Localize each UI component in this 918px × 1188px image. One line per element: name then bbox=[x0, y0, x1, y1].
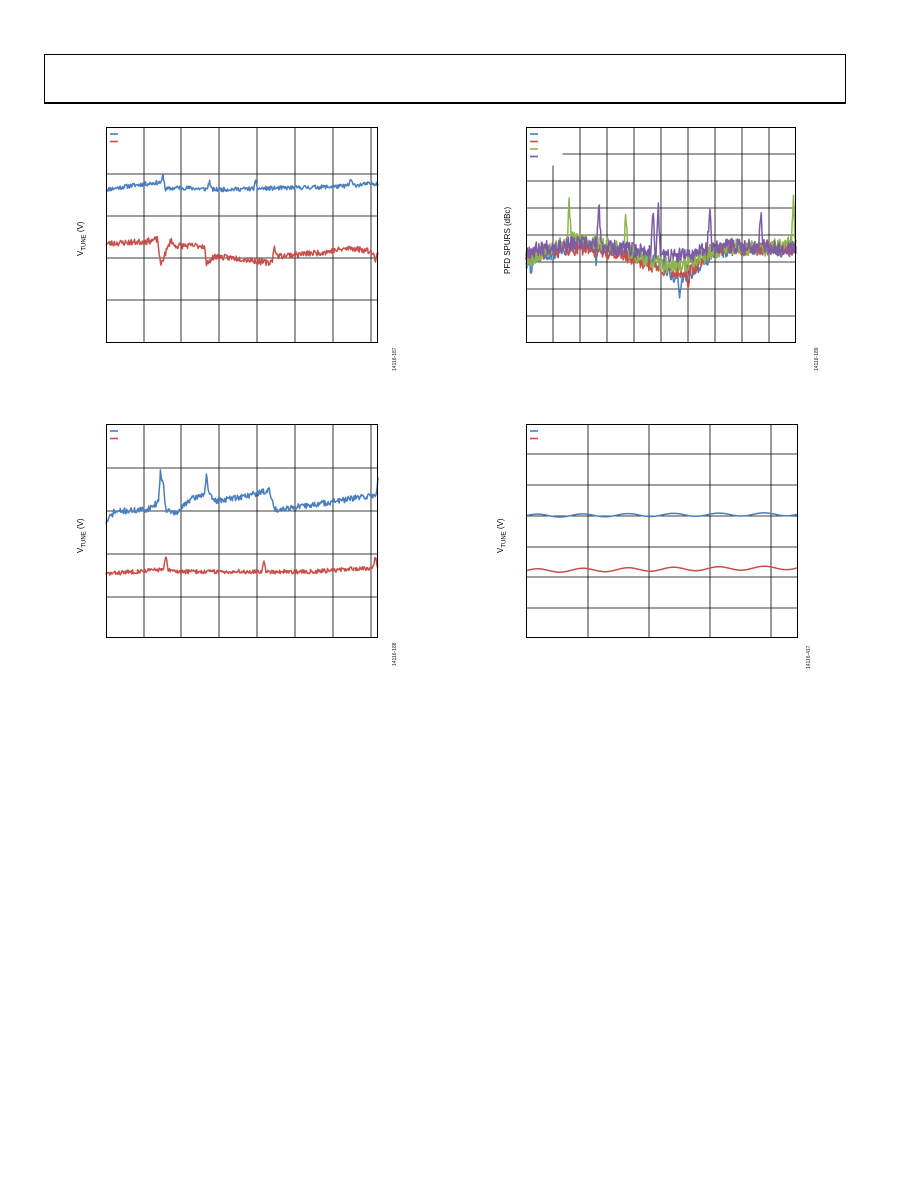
plot-frame bbox=[526, 127, 796, 343]
series-line-red bbox=[105, 556, 379, 576]
legend-box bbox=[106, 127, 143, 151]
pfd-spurs-chart bbox=[525, 127, 797, 343]
vtune-chart-1 bbox=[105, 127, 379, 343]
vtune-chart-1-ylabel: VTUNE (V) bbox=[76, 221, 88, 256]
pfd-spurs-chart-plot bbox=[525, 127, 797, 343]
vtune-chart-2-figure-id: 14116-188 bbox=[392, 642, 398, 666]
legend-box bbox=[526, 424, 563, 448]
plot-frame bbox=[526, 424, 798, 638]
series-line-blue bbox=[525, 512, 799, 518]
vtune-chart-2-plot bbox=[105, 424, 379, 638]
vtune-chart-1-figure-id: 14116-187 bbox=[392, 347, 398, 371]
chart-gridlines bbox=[526, 424, 798, 638]
pfd-spurs-chart-ylabel: PFD SPURS (dBc) bbox=[503, 206, 512, 274]
vtune-chart-3-figure-id: 14116-417 bbox=[806, 645, 812, 669]
vtune-chart-3 bbox=[525, 424, 799, 638]
pfd-spurs-chart-figure-id: 14116-189 bbox=[814, 347, 820, 371]
vtune-chart-2-ylabel: VTUNE (V) bbox=[76, 518, 88, 553]
chart-gridlines bbox=[526, 127, 796, 343]
chart-gridlines bbox=[106, 127, 378, 343]
series-line-blue bbox=[105, 172, 379, 193]
legend-box bbox=[106, 424, 143, 448]
plot-frame bbox=[106, 424, 378, 638]
page-header-box bbox=[44, 54, 846, 104]
series-line-red bbox=[525, 565, 799, 573]
chart-gridlines bbox=[106, 424, 378, 638]
vtune-chart-3-ylabel: VTUNE (V) bbox=[496, 518, 508, 553]
series-line-blue bbox=[105, 469, 379, 525]
legend-box bbox=[526, 127, 563, 166]
vtune-chart-2 bbox=[105, 424, 379, 638]
series-line-red bbox=[105, 235, 379, 267]
series-line-purple bbox=[525, 202, 797, 263]
vtune-chart-3-plot bbox=[525, 424, 799, 638]
series-line-green bbox=[525, 194, 797, 274]
plot-frame bbox=[106, 127, 378, 343]
vtune-chart-1-plot bbox=[105, 127, 379, 343]
